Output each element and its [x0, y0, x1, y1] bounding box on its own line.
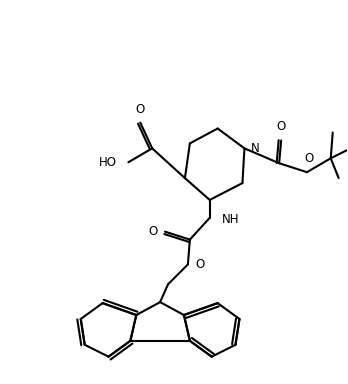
Text: O: O	[196, 258, 205, 271]
Text: N: N	[250, 142, 259, 155]
Text: HO: HO	[98, 156, 117, 169]
Text: O: O	[277, 121, 286, 134]
Text: O: O	[304, 152, 314, 165]
Text: NH: NH	[222, 213, 239, 226]
Text: O: O	[148, 225, 157, 238]
Text: O: O	[136, 103, 145, 116]
